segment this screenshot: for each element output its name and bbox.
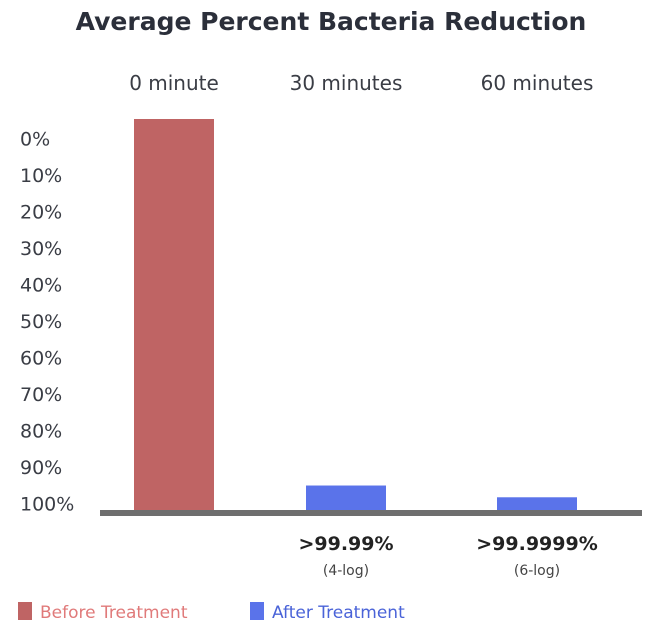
- y-tick-label: 100%: [20, 494, 74, 516]
- data-labels: >99.99% (4-log) >99.9999% (6-log): [298, 533, 597, 579]
- data-label-sublabel: (6-log): [514, 563, 560, 579]
- y-axis-tick-labels: 0% 10% 20% 30% 40% 50% 60% 70% 80% 90% 100%: [20, 129, 74, 516]
- y-tick-label: 70%: [20, 384, 62, 406]
- legend-swatch: [18, 602, 32, 620]
- category-labels: 0 minute 30 minutes 60 minutes: [129, 71, 593, 95]
- y-tick-label: 0%: [20, 129, 50, 151]
- y-tick-label: 30%: [20, 238, 62, 260]
- category-label: 30 minutes: [290, 71, 403, 95]
- category-label: 0 minute: [129, 71, 219, 95]
- y-tick-label: 50%: [20, 311, 62, 333]
- data-label-value: >99.99%: [298, 533, 393, 555]
- bars: [134, 119, 577, 511]
- legend-label: Before Treatment: [40, 603, 188, 623]
- legend-swatch: [250, 602, 264, 620]
- y-tick-label: 90%: [20, 457, 62, 479]
- y-tick-label: 40%: [20, 275, 62, 297]
- y-tick-label: 10%: [20, 165, 62, 187]
- data-label-value: >99.9999%: [476, 533, 598, 555]
- legend-label: After Treatment: [272, 603, 405, 623]
- bar-after-treatment: [497, 497, 577, 511]
- y-tick-label: 60%: [20, 348, 62, 370]
- data-label-sublabel: (4-log): [323, 563, 369, 579]
- y-tick-label: 80%: [20, 421, 62, 443]
- bar-before-treatment: [134, 119, 214, 511]
- legend: Before Treatment After Treatment: [18, 602, 405, 623]
- chart-title: Average Percent Bacteria Reduction: [76, 7, 587, 36]
- y-tick-label: 20%: [20, 202, 62, 224]
- category-label: 60 minutes: [481, 71, 594, 95]
- bar-after-treatment: [306, 485, 386, 511]
